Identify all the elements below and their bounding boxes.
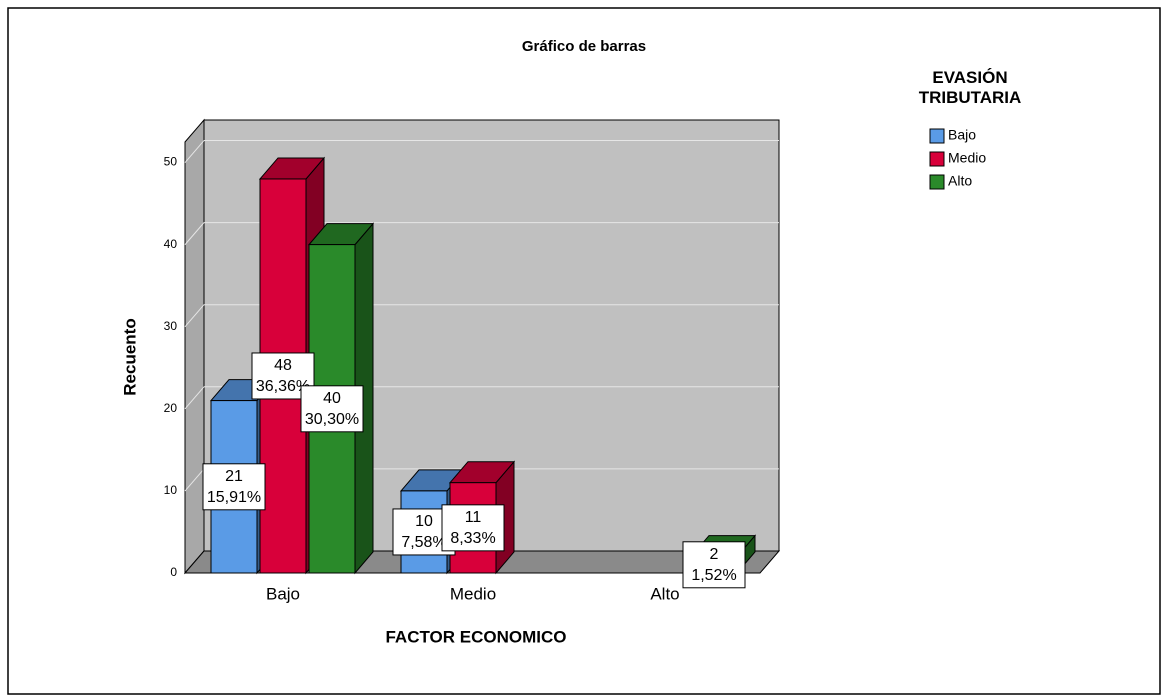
data-label: 8,33% [450, 530, 495, 547]
data-label: 40 [323, 390, 341, 407]
x-axis-label: FACTOR ECONOMICO [385, 627, 566, 646]
data-label: 1,52% [691, 567, 736, 584]
legend-swatch [929, 151, 945, 167]
legend-swatch [929, 128, 945, 144]
y-tick-label: 0 [170, 565, 177, 579]
x-tick-label: Bajo [266, 584, 300, 603]
data-label-box [682, 541, 746, 589]
data-label-box [441, 504, 505, 552]
y-tick-label: 10 [164, 483, 178, 497]
data-label: 30,30% [305, 411, 359, 428]
data-label-box [300, 385, 364, 433]
legend-title: EVASIÓN TRIBUTARIA [918, 68, 1022, 107]
data-label: 10 [415, 513, 433, 530]
data-label: 2 [710, 546, 719, 563]
grid-line [184, 386, 205, 410]
grid-line [184, 222, 205, 245]
y-axis-label: Recuento [120, 318, 139, 395]
y-tick-label: 30 [164, 319, 178, 333]
grid-line [184, 468, 205, 492]
y-tick-label: 20 [164, 401, 178, 415]
data-label: 15,91% [207, 489, 261, 506]
y-tick-label: 50 [164, 155, 178, 169]
data-label: 48 [274, 357, 292, 374]
y-tick-label: 40 [164, 237, 178, 251]
left-wall [184, 118, 205, 575]
data-label: 11 [465, 509, 482, 526]
legend-label: Bajo [948, 127, 976, 143]
legend-swatch [929, 174, 945, 190]
data-label-box [202, 463, 266, 511]
grid-line [184, 140, 205, 163]
legend-label: Alto [948, 173, 972, 189]
grid-line [184, 304, 205, 328]
chart-title: Gráfico de barras [522, 38, 646, 55]
x-tick-label: Medio [450, 584, 496, 603]
legend-label: Medio [948, 150, 986, 166]
data-label: 21 [225, 468, 243, 485]
data-label: 7,58% [401, 534, 446, 551]
data-label: 36,36% [256, 378, 310, 395]
x-tick-label: Alto [650, 584, 679, 603]
